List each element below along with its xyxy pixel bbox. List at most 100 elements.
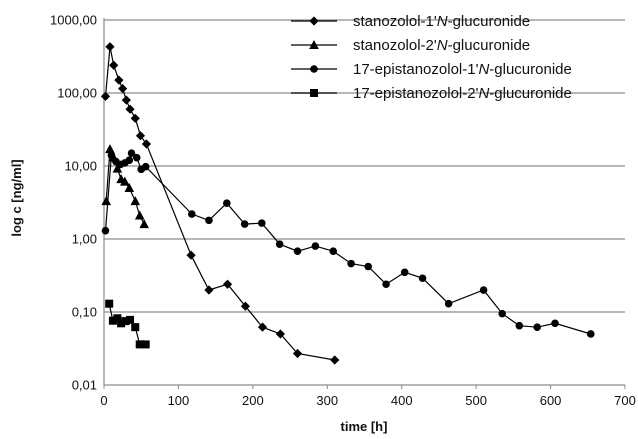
x-tick-label: 0 — [100, 393, 107, 408]
data-point — [515, 321, 524, 330]
data-point — [105, 299, 114, 308]
series-3 — [101, 149, 595, 338]
data-point — [124, 182, 135, 192]
data-point — [141, 340, 150, 349]
grid-lines — [104, 19, 625, 313]
data-point — [105, 144, 115, 154]
data-point — [311, 242, 320, 250]
legend-item-2: stanozolol-2'N-glucuronide — [291, 37, 530, 54]
data-point — [533, 323, 541, 331]
data-point — [205, 216, 213, 225]
legend-item-1: stanozolol-1'N-glucuronide — [291, 13, 530, 30]
data-point — [479, 286, 488, 294]
data-point — [113, 314, 122, 323]
series-1 — [100, 42, 340, 365]
data-point — [586, 330, 595, 338]
data-point — [131, 323, 140, 332]
series-layer — [100, 42, 595, 365]
data-point — [141, 162, 150, 171]
data-point — [240, 301, 251, 311]
series-4 — [105, 299, 150, 349]
data-point — [330, 355, 340, 365]
data-point — [223, 199, 231, 207]
data-point — [444, 299, 453, 308]
y-tick-label: 10,00 — [64, 159, 97, 174]
tick-labels: 0,01 0,10 1,00 10,00 100,00 1000,00 0 100 200 300… — [50, 13, 636, 409]
x-axis-title: time [h] — [341, 419, 388, 434]
legend-marker — [309, 16, 319, 26]
data-point — [121, 317, 130, 326]
y-tick-label: 1,00 — [72, 232, 97, 247]
x-tick-label: 300 — [316, 393, 338, 408]
data-point — [329, 247, 338, 256]
data-point — [100, 91, 111, 101]
y-tick-label: 0,01 — [72, 378, 97, 393]
data-point — [498, 309, 506, 318]
y-axis-title: log c [ng/ml] — [9, 159, 24, 236]
legend-label: stanozolol-1'N-glucuronide — [353, 13, 530, 30]
data-point — [118, 83, 128, 94]
y-tick-label: 0,10 — [72, 305, 97, 320]
data-point — [364, 262, 373, 271]
data-point — [240, 220, 249, 228]
data-point — [132, 153, 141, 162]
data-point — [120, 176, 130, 186]
data-point — [293, 247, 302, 256]
data-point — [108, 316, 117, 325]
data-point — [400, 268, 409, 277]
series-line — [104, 152, 591, 335]
data-point — [105, 42, 115, 52]
data-point — [134, 210, 145, 220]
legend-marker — [310, 65, 318, 73]
legend-label: 17-epistanozolol-2'N-glucuronide — [353, 85, 572, 102]
data-point — [130, 196, 141, 206]
data-point — [275, 329, 285, 339]
data-point — [101, 226, 110, 235]
data-point — [292, 348, 303, 359]
x-tick-label: 200 — [242, 393, 264, 408]
data-point — [117, 319, 126, 328]
data-point — [126, 315, 135, 324]
legend-label: stanozolol-2'N-glucuronide — [353, 37, 530, 54]
data-point — [382, 280, 390, 289]
data-point — [114, 75, 124, 85]
y-tick-label: 1000,00 — [50, 13, 97, 28]
legend: stanozolol-1'N-glucuronide stanozolol-2'N… — [291, 13, 572, 102]
data-point — [130, 113, 140, 123]
data-point — [418, 274, 427, 283]
data-point — [139, 219, 149, 229]
data-point — [125, 104, 135, 114]
x-tick-label: 600 — [540, 393, 562, 408]
x-tick-label: 400 — [391, 393, 413, 408]
data-point — [107, 151, 116, 160]
data-point — [125, 156, 134, 165]
data-point — [135, 131, 146, 141]
data-point — [121, 95, 131, 105]
data-point — [186, 250, 196, 260]
data-point — [135, 340, 144, 349]
data-point — [257, 322, 268, 332]
legend-label: 17-epistanozolol-1'N-glucuronide — [353, 61, 572, 78]
data-point — [275, 240, 284, 248]
data-point — [112, 163, 123, 173]
data-point — [109, 60, 119, 70]
data-point — [347, 259, 355, 268]
legend-marker — [309, 40, 319, 49]
data-point — [188, 210, 196, 218]
data-point — [141, 139, 152, 149]
x-tick-label: 500 — [465, 393, 487, 408]
x-tick-label: 700 — [614, 393, 636, 408]
data-point — [204, 285, 214, 295]
data-point — [127, 149, 136, 157]
data-point — [101, 196, 112, 206]
data-point — [257, 219, 266, 227]
y-tick-label: 100,00 — [57, 86, 97, 101]
x-tick-label: 100 — [168, 393, 190, 408]
legend-marker — [310, 89, 318, 97]
legend-item-4: 17-epistanozolol-2'N-glucuronide — [291, 85, 572, 102]
series-line — [104, 46, 335, 361]
data-point — [222, 279, 233, 289]
data-point — [551, 319, 559, 328]
legend-item-3: 17-epistanozolol-1'N-glucuronide — [291, 61, 572, 78]
